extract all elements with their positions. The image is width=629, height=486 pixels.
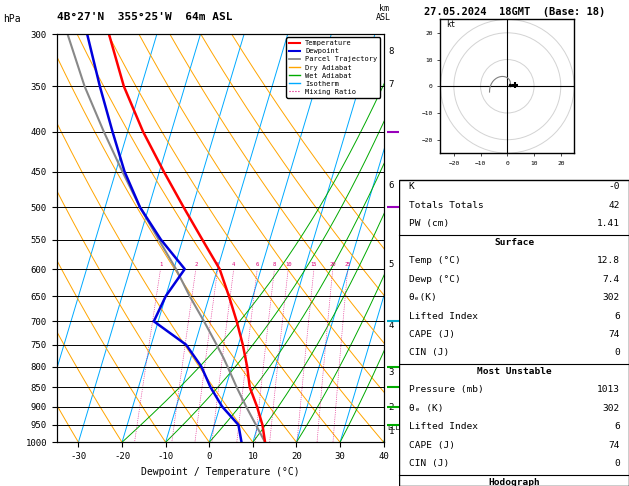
Text: Lifted Index: Lifted Index — [409, 422, 477, 432]
Text: 3: 3 — [216, 262, 220, 267]
Text: 6: 6 — [255, 262, 259, 267]
Text: Hodograph: Hodograph — [488, 478, 540, 486]
Text: 4: 4 — [232, 262, 235, 267]
Text: 20: 20 — [330, 262, 336, 267]
Text: Most Unstable: Most Unstable — [477, 367, 552, 376]
Text: θₑ(K): θₑ(K) — [409, 293, 437, 302]
Text: θₑ (K): θₑ (K) — [409, 404, 443, 413]
Text: 10: 10 — [285, 262, 291, 267]
Text: 4B°27'N  355°25'W  64m ASL: 4B°27'N 355°25'W 64m ASL — [57, 12, 232, 22]
Text: 27.05.2024  18GMT  (Base: 18): 27.05.2024 18GMT (Base: 18) — [423, 7, 605, 17]
Text: Surface: Surface — [494, 238, 534, 247]
Text: CAPE (J): CAPE (J) — [409, 441, 455, 450]
Text: Dewp (°C): Dewp (°C) — [409, 275, 460, 284]
Text: Pressure (mb): Pressure (mb) — [409, 385, 483, 395]
Text: 15: 15 — [311, 262, 317, 267]
Text: -0: -0 — [608, 182, 620, 191]
Text: Lifted Index: Lifted Index — [409, 312, 477, 321]
Text: 25: 25 — [345, 262, 351, 267]
Legend: Temperature, Dewpoint, Parcel Trajectory, Dry Adiabat, Wet Adiabat, Isotherm, Mi: Temperature, Dewpoint, Parcel Trajectory… — [286, 37, 380, 98]
Text: 1013: 1013 — [597, 385, 620, 395]
Text: 74: 74 — [608, 330, 620, 339]
Text: 302: 302 — [603, 293, 620, 302]
Text: 42: 42 — [608, 201, 620, 210]
Text: Mixing Ratio (g/kg): Mixing Ratio (g/kg) — [416, 194, 425, 282]
Text: 2: 2 — [194, 262, 198, 267]
Text: Totals Totals: Totals Totals — [409, 201, 483, 210]
Text: 0: 0 — [614, 459, 620, 469]
Text: 0: 0 — [614, 348, 620, 358]
Text: 1.41: 1.41 — [597, 219, 620, 228]
Text: CIN (J): CIN (J) — [409, 348, 449, 358]
Text: 12.8: 12.8 — [597, 256, 620, 265]
Text: PW (cm): PW (cm) — [409, 219, 449, 228]
Text: kt: kt — [446, 20, 455, 30]
FancyBboxPatch shape — [399, 180, 629, 486]
Text: 6: 6 — [614, 312, 620, 321]
Text: K: K — [409, 182, 415, 191]
Text: 74: 74 — [608, 441, 620, 450]
Text: Temp (°C): Temp (°C) — [409, 256, 460, 265]
X-axis label: Dewpoint / Temperature (°C): Dewpoint / Temperature (°C) — [141, 467, 299, 477]
Text: hPa: hPa — [3, 14, 21, 24]
Text: 1: 1 — [159, 262, 162, 267]
Text: LCL: LCL — [387, 425, 399, 431]
Text: 7.4: 7.4 — [603, 275, 620, 284]
Text: km
ASL: km ASL — [376, 4, 391, 22]
Text: 6: 6 — [614, 422, 620, 432]
Text: 8: 8 — [273, 262, 276, 267]
Text: CIN (J): CIN (J) — [409, 459, 449, 469]
Text: CAPE (J): CAPE (J) — [409, 330, 455, 339]
Text: 302: 302 — [603, 404, 620, 413]
